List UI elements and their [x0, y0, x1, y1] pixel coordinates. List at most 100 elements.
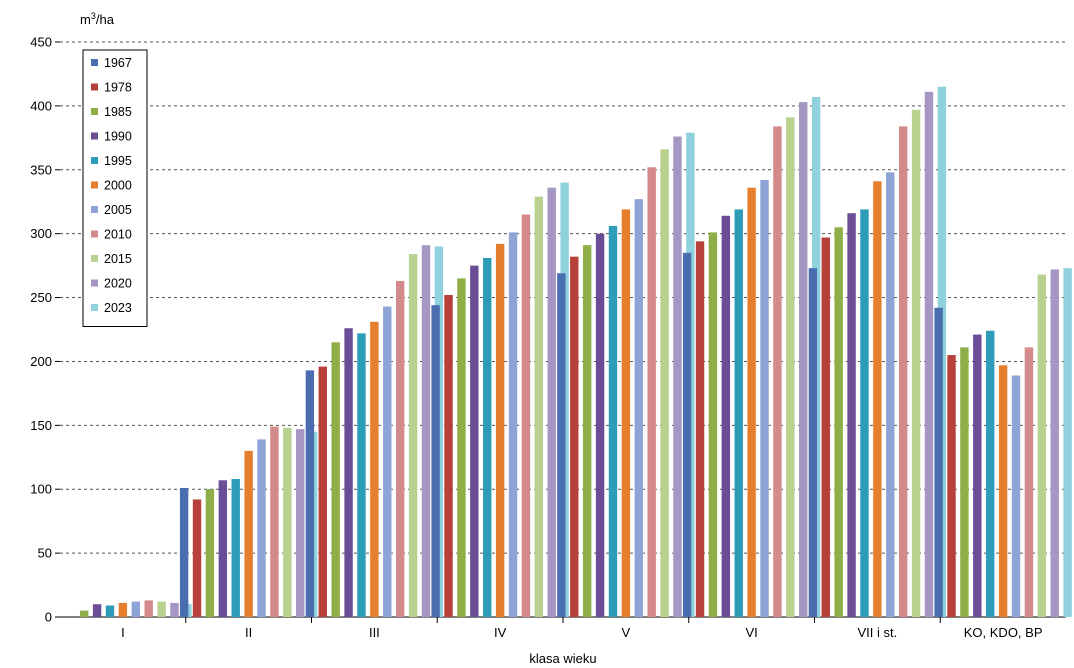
bar-2010-5 [647, 167, 656, 617]
bar-1995-2 [231, 479, 240, 617]
bar-2020-3 [421, 245, 431, 617]
bar-2005-8 [1011, 375, 1021, 617]
legend-label-1967: 1967 [104, 56, 132, 70]
bar-2020-7 [924, 91, 934, 618]
y-tick-label: 350 [30, 162, 52, 177]
bar-1978-3 [318, 366, 327, 617]
y-tick-label: 400 [30, 98, 52, 113]
bar-1985-7 [834, 227, 843, 617]
x-tick-label: V [622, 625, 631, 640]
bar-1995-1 [105, 605, 115, 617]
legend-swatch-1995 [91, 157, 98, 164]
bar-2000-6 [747, 187, 756, 617]
bar-1985-4 [457, 278, 466, 617]
legend-label-2005: 2005 [104, 203, 132, 217]
y-tick-label: 250 [30, 290, 52, 305]
bar-1967-6 [682, 252, 692, 618]
y-tick-label: 200 [30, 354, 52, 369]
bar-2015-4 [534, 196, 544, 617]
x-tick-label: III [369, 625, 380, 640]
y-tick-label: 0 [45, 610, 52, 625]
bar-2020-8 [1050, 269, 1059, 617]
bar-2020-5 [673, 136, 682, 618]
bar-1967-2 [179, 487, 189, 617]
y-tick-label: 100 [30, 482, 52, 497]
bar-1978-8 [947, 355, 956, 617]
bar-2010-2 [270, 426, 279, 617]
y-tick-label: 300 [30, 226, 52, 241]
y-axis-title-exponent: 3 [91, 11, 96, 21]
bar-1990-5 [595, 233, 605, 617]
y-axis-title-unit: m [80, 12, 91, 27]
bar-1967-8 [934, 307, 943, 617]
bar-2020-1 [170, 602, 179, 617]
bar-2005-7 [886, 172, 895, 618]
legend-swatch-1990 [91, 132, 98, 140]
bar-1967-4 [431, 305, 440, 617]
bar-2005-5 [634, 199, 643, 617]
bar-2015-5 [660, 149, 669, 618]
bar-2015-6 [786, 117, 795, 617]
bar-1990-8 [973, 334, 982, 617]
legend: 1967 1978 1985 1990 1995 2000 2005 2010 2015 2020… [82, 49, 148, 327]
bar-2005-1 [131, 601, 140, 617]
bar-2005-4 [508, 232, 518, 617]
legend-swatch-1967 [91, 59, 98, 66]
bar-1990-2 [218, 480, 228, 617]
legend-label-1990: 1990 [104, 130, 132, 144]
bar-2015-7 [911, 109, 921, 617]
bar-2023-8 [1063, 268, 1072, 617]
bars [79, 86, 1072, 618]
bar-2010-4 [521, 214, 531, 617]
bar-2010-3 [395, 280, 405, 617]
legend-swatch-1985 [91, 108, 98, 115]
bar-2015-3 [408, 254, 418, 617]
bar-2015-8 [1037, 274, 1047, 617]
bar-1990-6 [721, 215, 731, 617]
bar-2010-7 [898, 126, 908, 617]
bar-2000-8 [998, 365, 1008, 617]
legend-swatch-1978 [91, 83, 98, 91]
legend-swatch-2023 [91, 304, 98, 311]
bar-1985-5 [582, 245, 592, 617]
bar-1995-4 [483, 257, 492, 617]
x-tick-label: I [121, 625, 125, 640]
bar-2020-4 [547, 187, 556, 617]
bar-2010-8 [1024, 347, 1034, 617]
legend-swatch-2015 [91, 255, 98, 262]
bar-1990-3 [344, 328, 353, 617]
bar-2005-2 [257, 439, 266, 617]
legend-swatch-2020 [91, 279, 98, 287]
x-tick-label: II [245, 625, 252, 640]
legend-label-2010: 2010 [104, 228, 132, 242]
y-axis-title: m3/ha [80, 11, 115, 27]
bar-2020-6 [799, 102, 808, 618]
x-axis-title: klasa wieku [529, 651, 596, 666]
legend-swatch-2000 [91, 181, 98, 189]
bar-2000-7 [873, 181, 882, 617]
bar-2000-4 [495, 243, 505, 617]
bar-1967-3 [305, 370, 315, 617]
bar-2005-6 [760, 180, 769, 617]
legend-swatch-2010 [91, 230, 98, 238]
bar-2000-2 [244, 450, 253, 617]
bar-2020-2 [296, 429, 305, 617]
legend-label-2000: 2000 [104, 179, 132, 193]
bar-1978-5 [570, 256, 579, 617]
legend-label-1995: 1995 [104, 154, 132, 168]
bar-2015-1 [157, 601, 166, 617]
bar-1967-7 [808, 268, 818, 617]
legend-label-2015: 2015 [104, 252, 132, 266]
y-axis-title-suffix: /ha [96, 12, 115, 27]
bar-1978-6 [695, 241, 705, 618]
bar-1978-4 [444, 295, 453, 617]
x-tick-label: VI [745, 625, 757, 640]
bar-2010-6 [773, 126, 782, 617]
legend-label-1978: 1978 [104, 81, 132, 95]
bar-1967-5 [557, 273, 566, 617]
x-tick-label: VII i st. [858, 625, 898, 640]
bar-1990-7 [847, 213, 856, 617]
bar-1985-1 [79, 610, 89, 617]
legend-swatch-2005 [91, 206, 98, 213]
